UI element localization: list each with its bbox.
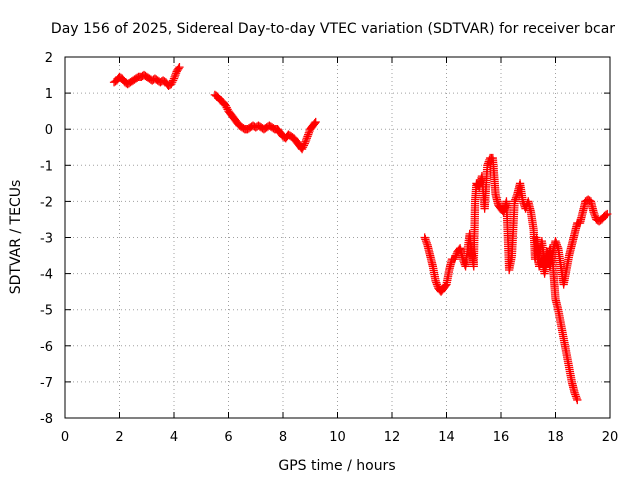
x-tick-label: 8 [279,430,287,445]
y-tick-label: -8 [40,412,53,427]
data-point [175,62,184,72]
data-point [174,64,183,73]
x-tick-label: 14 [438,430,455,445]
y-tick-label: 0 [45,123,53,138]
y-tick-label: -5 [40,304,53,319]
x-tick-label: 18 [547,430,564,445]
y-tick-label: -7 [40,376,53,391]
data-point [573,395,582,405]
x-tick-label: 10 [329,430,346,445]
series-segment-2 [210,90,320,154]
y-axis: 2 1 0 -1 -2 -3 -4 -5 -6 -7 -8 [40,51,610,427]
chart-title: Day 156 of 2025, Sidereal Day-to-day VTE… [51,21,615,37]
x-tick-label: 4 [170,430,178,445]
data-series [109,62,612,405]
data-point [603,209,612,219]
y-tick-label: -4 [40,268,53,283]
y-tick-label: -1 [40,159,53,174]
data-point [311,117,320,127]
x-tick-label: 2 [115,430,123,445]
y-tick-label: -6 [40,340,53,355]
series-segment-3 [420,153,582,405]
x-tick-label: 6 [224,430,232,445]
x-axis-label: GPS time / hours [278,458,395,474]
y-tick-label: 1 [45,87,53,102]
x-tick-label: 16 [493,430,510,445]
y-tick-label: -3 [40,232,53,247]
data-point [601,210,611,220]
data-point [441,281,450,290]
x-tick-label: 20 [602,430,619,445]
series-segment-4 [532,195,612,289]
grid-lines [65,57,610,418]
x-axis: 0 2 4 6 8 10 12 14 16 18 20 [61,57,618,445]
x-tick-label: 0 [61,430,69,445]
y-tick-label: -2 [40,195,53,210]
y-axis-label: SDTVAR / TECUs [8,180,24,295]
data-point [310,119,319,128]
x-tick-label: 12 [384,430,401,445]
series-segment-1 [109,62,184,91]
y-tick-label: 2 [45,51,53,66]
